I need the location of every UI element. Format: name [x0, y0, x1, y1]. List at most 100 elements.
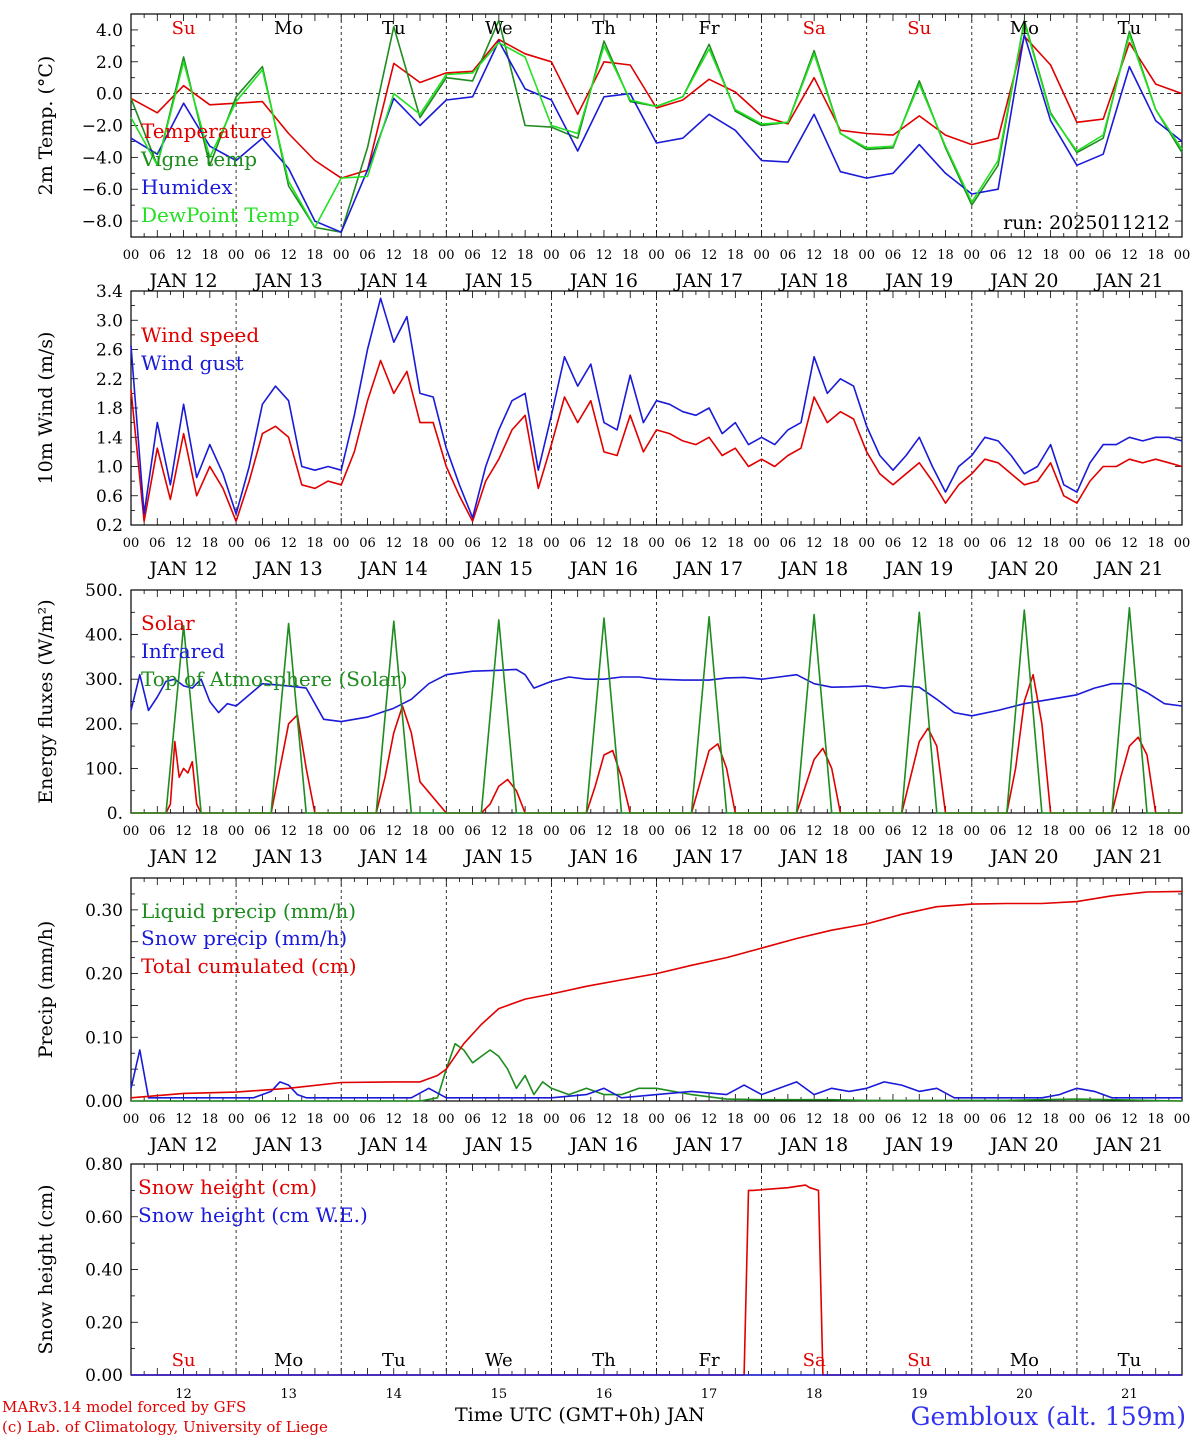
- hour-label: 06: [675, 248, 692, 263]
- hour-label: 12: [1121, 1112, 1138, 1127]
- series-line: [130, 668, 1183, 723]
- hour-label: 12: [911, 536, 928, 551]
- weekday-label: Th: [592, 18, 616, 39]
- hour-label: 06: [780, 824, 797, 839]
- y-tick-label: 300.: [85, 670, 123, 690]
- y-tick-label: 0.40: [85, 1261, 123, 1281]
- weekday-label: Mo: [1010, 18, 1039, 39]
- hour-label: 12: [175, 1112, 192, 1127]
- series-line: [130, 890, 1183, 1099]
- hour-label: 18: [412, 536, 429, 551]
- hour-label: 00: [543, 1112, 560, 1127]
- hour-label: 18: [937, 536, 954, 551]
- legend-entry: Wind speed: [141, 323, 259, 347]
- hour-label: 00: [1174, 1112, 1191, 1127]
- hour-label: 00: [333, 536, 350, 551]
- date-label: JAN 18: [778, 1134, 848, 1156]
- day-number-label: 15: [491, 1387, 508, 1402]
- legend-entry: Solar: [141, 611, 195, 635]
- hour-label: 18: [307, 824, 324, 839]
- y-tick-label: −4.0: [82, 148, 123, 168]
- hour-label: 06: [359, 824, 376, 839]
- hour-label: 18: [832, 1112, 849, 1127]
- hour-label: 06: [990, 1112, 1007, 1127]
- hour-label: 18: [727, 536, 744, 551]
- hour-label: 18: [1042, 248, 1059, 263]
- hour-label: 00: [648, 1112, 665, 1127]
- hour-label: 06: [780, 536, 797, 551]
- date-label: JAN 19: [883, 846, 953, 868]
- date-label: JAN 21: [1093, 270, 1163, 292]
- hour-label: 18: [622, 1112, 639, 1127]
- hour-label: 00: [228, 248, 245, 263]
- hour-label: 00: [1069, 1112, 1086, 1127]
- y-tick-label: 1.0: [96, 458, 123, 478]
- date-label: JAN 14: [358, 1134, 428, 1156]
- hour-label: 12: [701, 824, 718, 839]
- weekday-label: Mo: [274, 1350, 303, 1371]
- hour-label: 12: [175, 536, 192, 551]
- hour-label: 00: [1174, 536, 1191, 551]
- hour-label: 00: [1069, 824, 1086, 839]
- hour-label: 06: [254, 1112, 271, 1127]
- date-label: JAN 15: [463, 270, 533, 292]
- y-tick-label: 0.80: [85, 1155, 123, 1175]
- legend-entry: Wind gust: [141, 351, 244, 375]
- hour-label: 06: [254, 824, 271, 839]
- hour-label: 12: [911, 824, 928, 839]
- series-line: [130, 33, 1183, 233]
- date-label: JAN 16: [568, 1134, 638, 1156]
- hour-label: 12: [701, 248, 718, 263]
- hour-label: 06: [464, 536, 481, 551]
- y-tick-label: 100.: [85, 759, 123, 779]
- hour-label: 18: [202, 248, 219, 263]
- hour-label: 00: [753, 536, 770, 551]
- series-line: [131, 1184, 1182, 1376]
- hour-label: 00: [123, 1112, 140, 1127]
- weekday-label: Sa: [803, 1350, 826, 1371]
- hour-label: 18: [202, 1112, 219, 1127]
- series-line: [130, 35, 1183, 179]
- y-tick-label: 1.4: [96, 428, 123, 448]
- y-tick-label: 0.6: [96, 487, 123, 507]
- date-label: JAN 12: [147, 1134, 217, 1156]
- hour-label: 00: [858, 1112, 875, 1127]
- hour-label: 00: [753, 248, 770, 263]
- y-tick-label: 0.00: [85, 1366, 123, 1386]
- hour-label: 00: [333, 1112, 350, 1127]
- hour-label: 06: [675, 824, 692, 839]
- hour-label: 06: [885, 536, 902, 551]
- hour-label: 12: [491, 536, 508, 551]
- date-label: JAN 12: [147, 846, 217, 868]
- y-tick-label: 0.60: [85, 1208, 123, 1228]
- hour-label: 18: [202, 824, 219, 839]
- hour-label: 00: [543, 824, 560, 839]
- y-tick-label: −6.0: [82, 180, 123, 200]
- hour-label: 00: [438, 536, 455, 551]
- legend-entry: Vigne temp: [140, 147, 257, 171]
- day-number-label: 13: [280, 1387, 297, 1402]
- y-tick-label: 200.: [85, 715, 123, 735]
- weekday-label: Su: [172, 1350, 196, 1371]
- date-label: JAN 21: [1093, 1134, 1163, 1156]
- hour-label: 18: [202, 536, 219, 551]
- hour-label: 00: [964, 1112, 981, 1127]
- hour-label: 06: [254, 536, 271, 551]
- weekday-label: Mo: [1010, 1350, 1039, 1371]
- weekday-label: Su: [907, 1350, 931, 1371]
- hour-label: 06: [359, 536, 376, 551]
- legend-entry: Temperature: [141, 119, 272, 143]
- series-line: [130, 21, 1183, 229]
- legend-entry: Top of Atmosphere (Solar): [141, 667, 408, 691]
- hour-label: 12: [806, 1112, 823, 1127]
- weekday-label: Fr: [699, 18, 720, 39]
- hour-label: 18: [727, 824, 744, 839]
- y-tick-label: 0.20: [85, 1313, 123, 1333]
- hour-label: 12: [806, 536, 823, 551]
- hour-label: 00: [438, 1112, 455, 1127]
- hour-label: 00: [964, 824, 981, 839]
- weekday-label: Su: [172, 18, 196, 39]
- y-tick-label: 0.20: [85, 965, 123, 985]
- lab-credit: (c) Lab. of Climatology, University of L…: [2, 1418, 328, 1436]
